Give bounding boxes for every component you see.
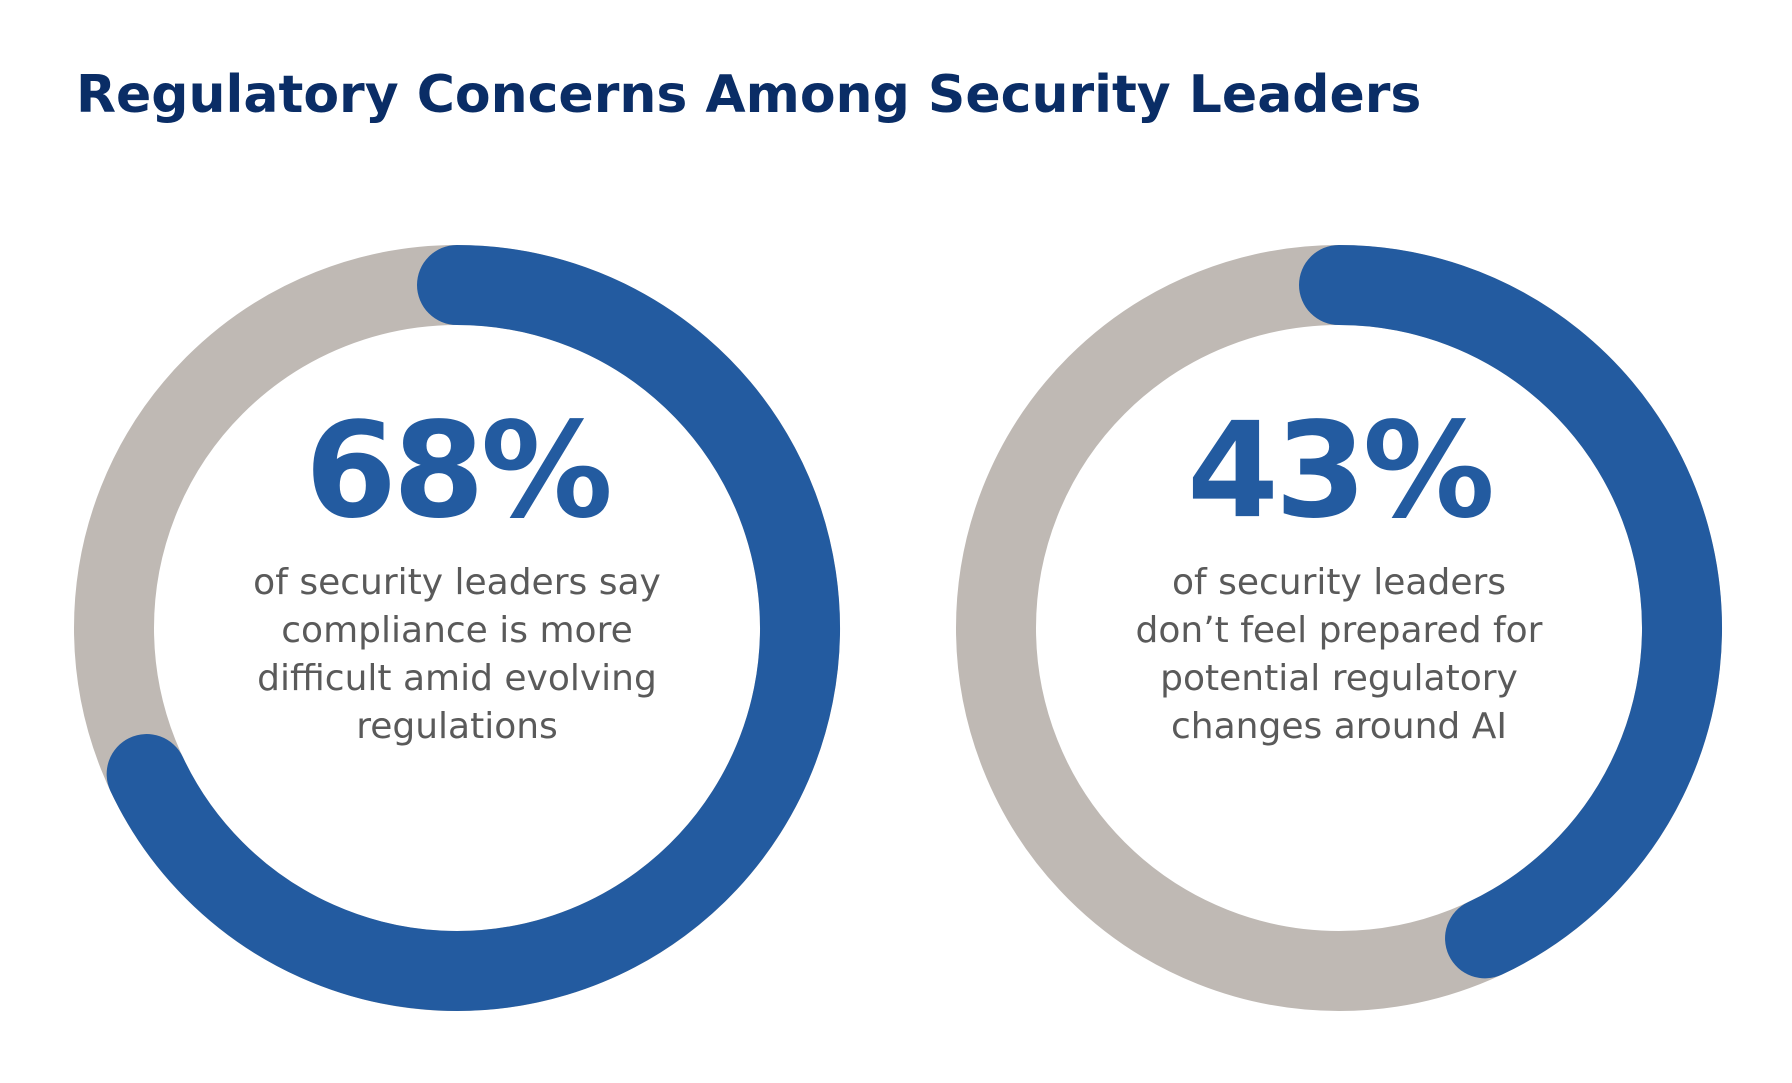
donut-arc	[1299, 245, 1722, 979]
value-label: 43%	[1187, 394, 1492, 548]
description-line: changes around AI	[1171, 706, 1507, 747]
description-line: of security leaders	[1172, 562, 1506, 603]
description-line: difficult amid evolving	[257, 658, 657, 699]
description-line: compliance is more	[281, 610, 632, 651]
description-line: don’t feel prepared for	[1136, 610, 1543, 651]
description-line: of security leaders say	[253, 562, 661, 603]
page-title: Regulatory Concerns Among Security Leade…	[76, 65, 1421, 125]
description-line: regulations	[356, 706, 558, 747]
value-label: 68%	[305, 394, 610, 548]
donut-arc	[106, 245, 840, 1011]
description-line: potential regulatory	[1160, 658, 1518, 699]
